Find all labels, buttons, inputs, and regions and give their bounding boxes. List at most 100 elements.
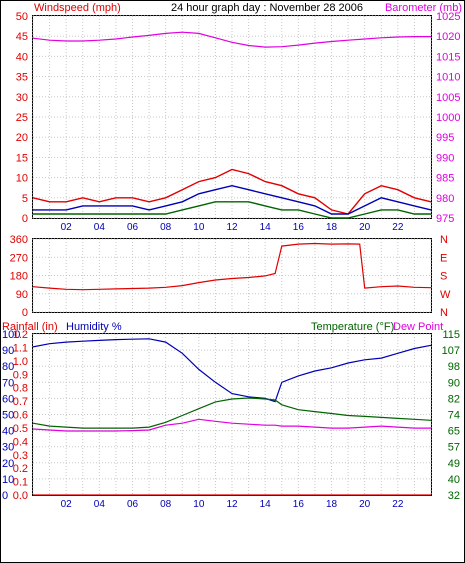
hour-tick-label: 14	[260, 222, 272, 233]
hour-tick-label: 14	[260, 499, 272, 510]
barometer-axis-label: Barometer (mb)	[385, 2, 462, 14]
hour-tick-label: 18	[326, 222, 338, 233]
rainfall-tick-label: 0.7	[13, 396, 28, 408]
humidity-axis-label: Humidity %	[66, 321, 122, 333]
temperature-tick-label: 98	[448, 361, 460, 373]
barometer-tick-label: 1015	[436, 51, 460, 63]
windspeed-axis-label: Windspeed (mph)	[34, 2, 121, 14]
compass-tick-label: E	[440, 252, 447, 264]
hour-tick-label: 04	[94, 499, 106, 510]
hour-tick-label: 06	[127, 222, 139, 233]
temperature-tick-label: 49	[448, 458, 460, 470]
hour-tick-label: 20	[359, 499, 371, 510]
hour-tick-label: 20	[359, 222, 371, 233]
humidity-tick-label: 40	[2, 426, 14, 438]
rainfall-tick-label: 0.4	[13, 436, 28, 448]
direction-tick-label: 360	[10, 234, 28, 246]
series-line-wind-average	[33, 184, 432, 215]
rainfall-tick-label: 1.1	[13, 342, 28, 354]
hour-tick-label: 18	[326, 499, 338, 510]
direction-tick-label: 0	[22, 307, 28, 319]
humidity-tick-label: 100	[2, 329, 20, 341]
rainfall-tick-label: 0.0	[13, 490, 28, 502]
wind-tick-label: 15	[16, 152, 28, 164]
wind-tick-label: 20	[16, 132, 28, 144]
rainfall-axis-label: Rainfall (in)	[2, 321, 58, 333]
temperature-tick-label: 74	[448, 410, 460, 422]
humidity-tick-label: 70	[2, 377, 14, 389]
humidity-tick-label: 60	[2, 393, 14, 405]
wind-tick-label: 35	[16, 72, 28, 84]
barometer-tick-label: 1010	[436, 72, 460, 84]
hour-tick-label: 04	[94, 222, 106, 233]
temperature-tick-label: 115	[442, 329, 460, 341]
hour-tick-label: 06	[127, 499, 139, 510]
wind-tick-label: 25	[16, 112, 28, 124]
temperature-tick-label: 57	[448, 442, 460, 454]
series-line-humidity	[32, 338, 432, 403]
temperature-axis-label: Temperature (°F)	[311, 321, 394, 333]
series-line-right	[32, 397, 432, 429]
compass-tick-label: W	[440, 289, 451, 301]
temperature-tick-label: 82	[448, 393, 460, 405]
rainfall-tick-label: 0.8	[13, 383, 28, 395]
chart-title: 24 hour graph day : November 28 2006	[171, 2, 363, 14]
series-line-wind-lull	[33, 201, 431, 219]
direction-tick-label: 90	[16, 289, 28, 301]
rainfall-tick-label: 0.2	[13, 463, 28, 475]
hour-tick-label: 12	[226, 499, 238, 510]
dewpoint-axis-label: Dew Point	[393, 321, 443, 333]
hour-tick-label: 02	[61, 499, 73, 510]
hour-tick-label: 10	[193, 222, 205, 233]
barometer-tick-label: 1025	[436, 11, 460, 23]
wind-tick-label: 45	[16, 31, 28, 43]
temperature-tick-label: 90	[448, 377, 460, 389]
hour-tick-label: 22	[392, 222, 404, 233]
barometer-tick-label: 995	[436, 132, 454, 144]
temperature-tick-label: 32	[448, 490, 460, 502]
hour-tick-label: 16	[293, 499, 305, 510]
barometer-tick-label: 1020	[436, 31, 460, 43]
rainfall-tick-label: 0.1	[13, 477, 28, 489]
compass-tick-label: N	[440, 234, 448, 246]
series-line-wind-direction	[32, 242, 432, 291]
rainfall-tick-label: 0.6	[13, 410, 28, 422]
hour-tick-label: 10	[193, 499, 205, 510]
wind-tick-label: 50	[16, 11, 28, 23]
compass-tick-label: N	[440, 307, 448, 319]
rainfall-tick-label: 1.2	[13, 329, 28, 341]
hour-tick-label: 16	[293, 222, 305, 233]
series-line-wind-gust	[32, 168, 432, 215]
rainfall-tick-label: 0.9	[13, 369, 28, 381]
humidity-tick-label: 0	[2, 490, 8, 502]
humidity-tick-label: 20	[2, 458, 14, 470]
humidity-tick-label: 80	[2, 361, 14, 373]
rainfall-tick-label: 0.3	[13, 450, 28, 462]
series-line-barometer	[32, 31, 431, 48]
direction-tick-label: 270	[10, 252, 28, 264]
wind-tick-label: 5	[22, 193, 28, 205]
rainfall-tick-label: 1.0	[13, 356, 28, 368]
barometer-tick-label: 990	[436, 152, 454, 164]
barometer-tick-label: 1005	[436, 92, 460, 104]
hour-tick-label: 12	[226, 222, 238, 233]
rainfall-tick-label: 0.5	[13, 423, 28, 435]
wind-tick-label: 0	[22, 213, 28, 225]
humidity-tick-label: 50	[2, 410, 14, 422]
wind-tick-label: 10	[16, 173, 28, 185]
hour-tick-label: 08	[160, 222, 172, 233]
hour-tick-label: 02	[61, 222, 73, 233]
direction-tick-label: 180	[10, 271, 28, 283]
temperature-tick-label: 40	[448, 474, 460, 486]
barometer-tick-label: 985	[436, 173, 454, 185]
wind-tick-label: 30	[16, 92, 28, 104]
humidity-tick-label: 30	[2, 442, 14, 454]
barometer-tick-label: 1000	[436, 112, 460, 124]
humidity-tick-label: 90	[2, 345, 14, 357]
wind-tick-label: 40	[16, 51, 28, 63]
humidity-tick-label: 10	[2, 474, 14, 486]
compass-tick-label: S	[440, 271, 447, 283]
series-line-right	[32, 418, 431, 432]
